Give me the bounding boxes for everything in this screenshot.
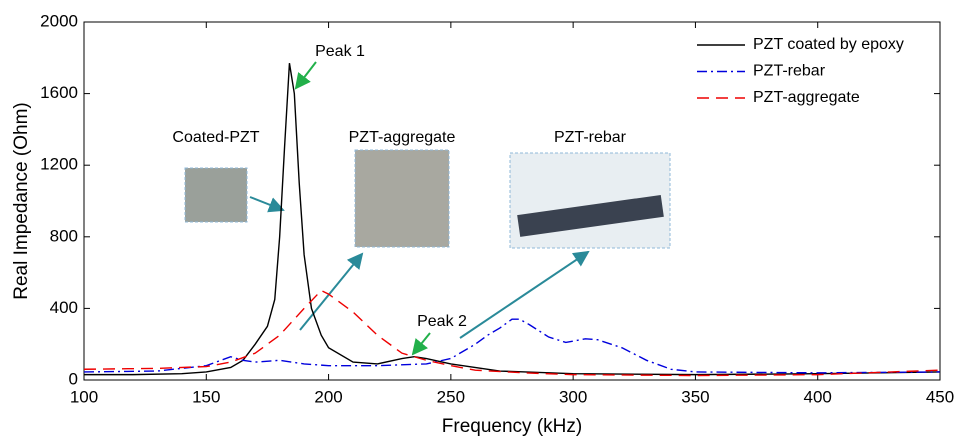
- series-line: [83, 318, 941, 374]
- arrow: [411, 332, 431, 356]
- y-tick-label: 0: [69, 369, 78, 388]
- x-tick-label: 250: [437, 387, 465, 406]
- legend-label: PZT-rebar: [753, 63, 826, 80]
- annotation: Coated-PZT: [172, 129, 259, 146]
- x-tick-label: 100: [70, 387, 98, 406]
- x-tick-label: 200: [314, 387, 342, 406]
- series-line: [83, 289, 941, 377]
- x-tick-label: 150: [192, 387, 220, 406]
- arrow: [294, 61, 317, 90]
- photo-coated-pzt: [184, 167, 248, 223]
- x-tick-label: 300: [559, 387, 587, 406]
- y-tick-label: 1600: [40, 83, 78, 102]
- annotation: PZT-rebar: [554, 129, 627, 146]
- series-line: [84, 63, 941, 376]
- plot-frame: [83, 21, 941, 381]
- y-axis-label: Real Impedance (Ohm): [11, 102, 32, 299]
- y-tick-label: 2000: [40, 11, 78, 30]
- photo-rebar-bar: [517, 194, 664, 237]
- photo-pzt-aggregate: [354, 149, 450, 248]
- annotation: PZT-aggregate: [349, 129, 456, 146]
- y-tick-label: 400: [50, 298, 78, 317]
- legend-label: PZT coated by epoxy: [753, 36, 904, 53]
- y-tick-label: 800: [50, 226, 78, 245]
- annotation: Peak 1: [315, 43, 365, 60]
- x-axis-label: Frequency (kHz): [442, 416, 582, 437]
- arrow: [299, 252, 364, 331]
- arrow: [249, 196, 285, 213]
- x-tick-label: 450: [926, 387, 954, 406]
- x-tick-label: 350: [681, 387, 709, 406]
- y-tick-label: 1200: [40, 155, 78, 174]
- x-tick-label: 400: [804, 387, 832, 406]
- annotation: Peak 2: [417, 313, 467, 330]
- arrow: [459, 250, 590, 339]
- legend-label: PZT-aggregate: [753, 89, 860, 106]
